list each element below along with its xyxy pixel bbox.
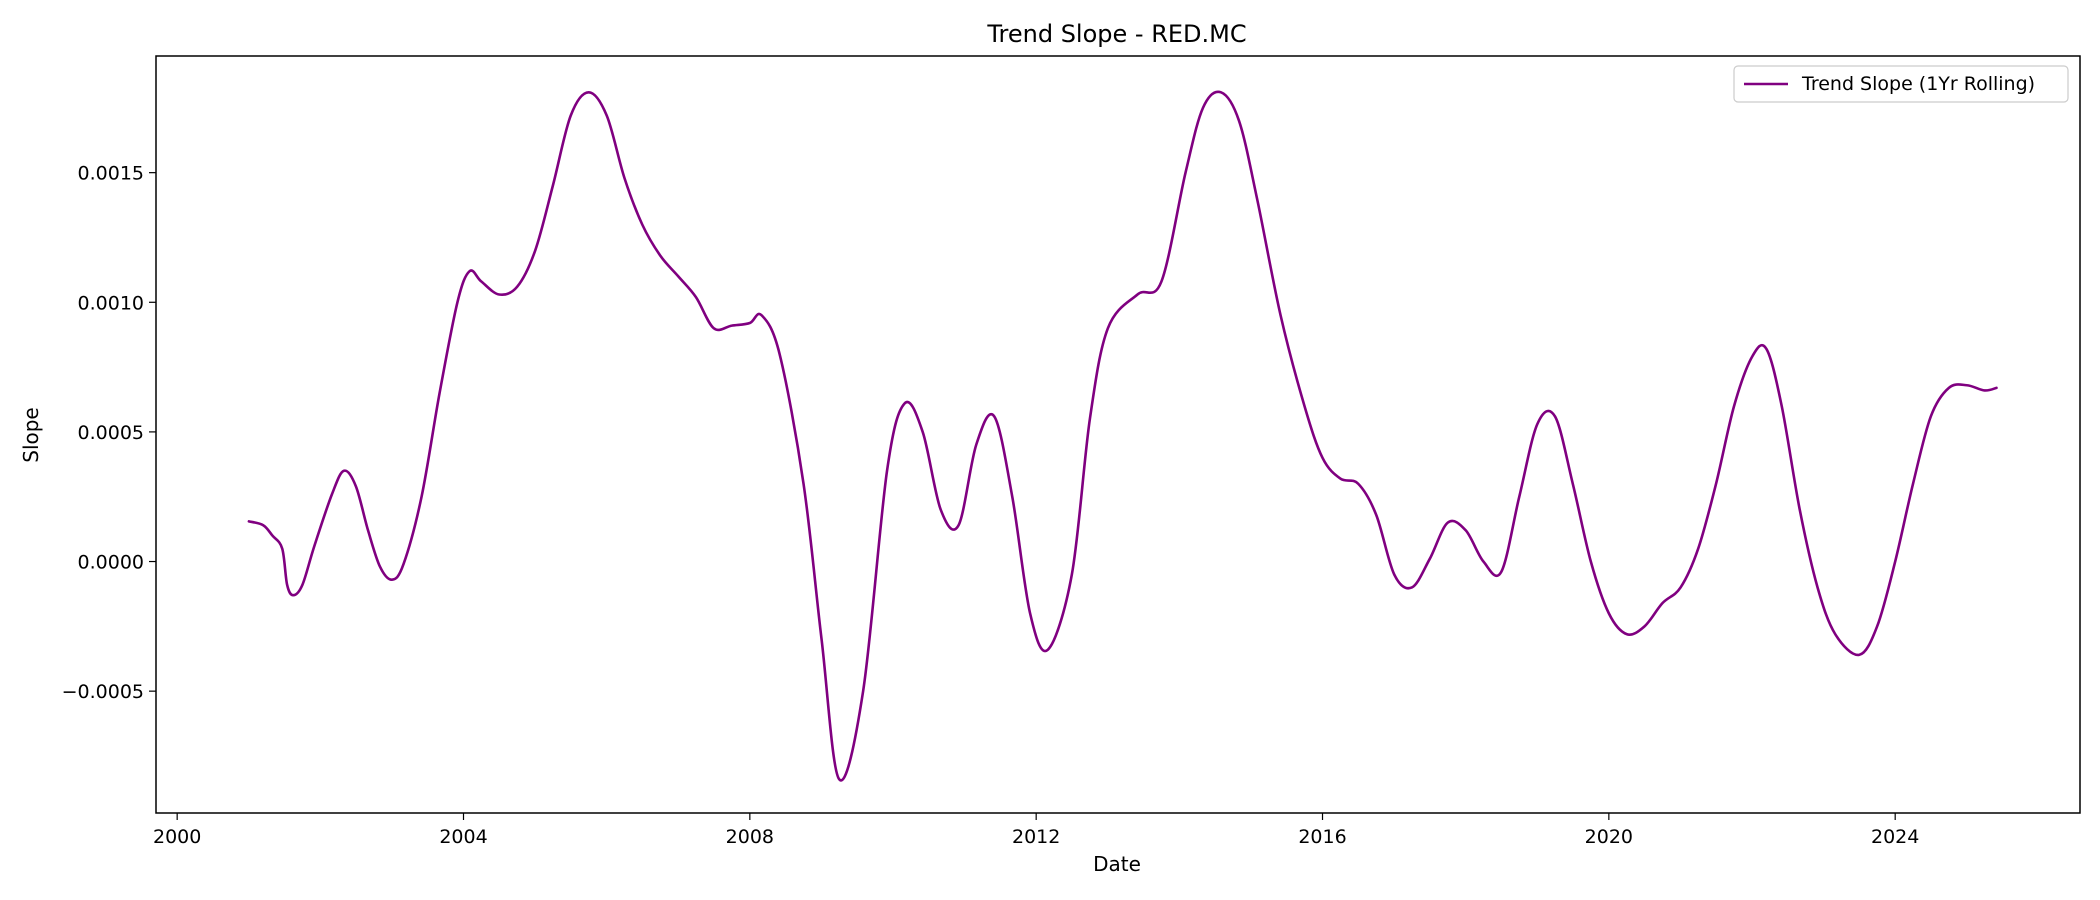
plot-frame — [155, 55, 2081, 814]
y-axis: −0.0005 0.0000 0.0005 0.0010 0.0015 — [62, 163, 156, 703]
x-tick-label: 2016 — [1298, 826, 1346, 848]
y-axis-label: Slope — [19, 407, 43, 463]
x-tick-label: 2024 — [1871, 826, 1919, 848]
legend: Trend Slope (1Yr Rolling) — [1733, 65, 2069, 103]
chart-title: Trend Slope - RED.MC — [986, 20, 1246, 48]
x-axis-label: Date — [1093, 852, 1141, 876]
y-tick-label: 0.0000 — [78, 552, 144, 574]
y-tick-label: 0.0010 — [78, 292, 144, 314]
series-line-0 — [247, 90, 1998, 782]
x-tick-label: 2000 — [153, 826, 201, 848]
plot-area — [247, 90, 1998, 782]
x-tick-label: 2020 — [1585, 826, 1633, 848]
x-tick-label: 2008 — [726, 826, 774, 848]
legend-label: Trend Slope (1Yr Rolling) — [1801, 73, 2035, 95]
x-tick-label: 2004 — [439, 826, 487, 848]
legend-box — [1733, 65, 2069, 103]
x-tick-label: 2012 — [1012, 826, 1060, 848]
y-tick-label: 0.0015 — [78, 163, 144, 185]
x-axis: 2000 2004 2008 2012 2016 2020 2024 — [153, 813, 1919, 848]
y-tick-label: 0.0005 — [78, 422, 144, 444]
y-tick-label: −0.0005 — [62, 681, 144, 703]
